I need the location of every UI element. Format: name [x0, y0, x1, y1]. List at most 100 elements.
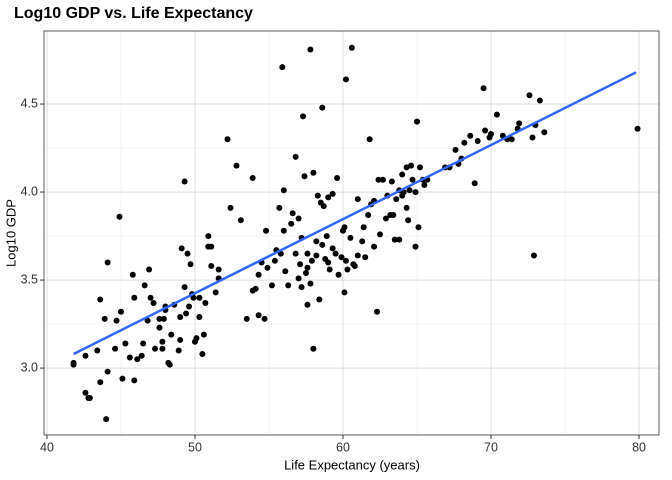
point	[152, 345, 159, 352]
point	[187, 261, 194, 268]
point	[329, 190, 336, 197]
point	[295, 275, 302, 282]
point	[304, 264, 311, 271]
point	[138, 352, 145, 359]
point	[94, 347, 101, 354]
point	[393, 196, 400, 203]
point	[177, 336, 184, 343]
point	[86, 395, 93, 402]
point	[344, 266, 351, 273]
point	[243, 315, 250, 322]
point	[390, 211, 397, 218]
point	[122, 340, 129, 347]
point	[313, 252, 320, 259]
point	[261, 315, 268, 322]
point	[329, 245, 336, 252]
point	[493, 111, 500, 118]
point	[341, 289, 348, 296]
point	[482, 127, 489, 134]
point	[461, 139, 468, 146]
point	[375, 176, 382, 183]
point	[382, 215, 389, 222]
y-tick-label: 4.5	[21, 96, 38, 110]
point	[354, 196, 361, 203]
point	[82, 352, 89, 359]
point	[119, 375, 126, 382]
point	[116, 213, 123, 220]
point	[365, 211, 372, 218]
point	[313, 238, 320, 245]
point	[307, 46, 314, 53]
point	[113, 317, 120, 324]
point	[319, 241, 326, 248]
point	[141, 282, 148, 289]
point	[471, 180, 478, 187]
point	[388, 178, 395, 185]
point	[255, 271, 262, 278]
point	[310, 345, 317, 352]
point	[360, 224, 367, 231]
point	[181, 284, 188, 291]
point	[104, 259, 111, 266]
point	[526, 92, 533, 99]
plot-panel-border	[43, 30, 660, 436]
point	[288, 220, 295, 227]
point	[252, 285, 259, 292]
point	[307, 280, 314, 287]
point	[159, 338, 166, 345]
point	[308, 257, 315, 264]
point	[467, 132, 474, 139]
point	[112, 345, 119, 352]
point	[301, 173, 308, 180]
point	[82, 389, 89, 396]
point	[412, 243, 419, 250]
point	[212, 289, 219, 296]
point	[208, 243, 215, 250]
point	[285, 282, 292, 289]
y-tick-label: 3.5	[21, 272, 38, 286]
point	[405, 217, 412, 224]
point	[342, 76, 349, 83]
point	[104, 368, 111, 375]
point	[530, 252, 537, 259]
point	[147, 294, 154, 301]
point	[304, 250, 311, 257]
point	[474, 138, 481, 145]
point	[227, 204, 234, 211]
point	[359, 238, 366, 245]
point	[70, 361, 77, 368]
point	[131, 377, 138, 384]
point	[408, 162, 415, 169]
point	[184, 250, 191, 257]
point	[516, 120, 523, 127]
point	[126, 354, 133, 361]
point	[186, 303, 193, 310]
point	[406, 187, 413, 194]
point	[193, 335, 200, 342]
point	[255, 312, 262, 319]
chart-title: Log10 GDP vs. Life Expectancy	[14, 5, 253, 22]
point	[175, 347, 182, 354]
x-tick-label: 80	[632, 440, 646, 454]
point	[634, 125, 641, 132]
point	[334, 174, 341, 181]
point	[134, 356, 141, 363]
point	[342, 257, 349, 264]
point	[488, 130, 495, 137]
point	[412, 189, 419, 196]
trend-line	[73, 71, 637, 356]
x-tick-label: 50	[188, 440, 202, 454]
x-tick-label: 40	[40, 440, 54, 454]
point	[156, 315, 163, 322]
point	[297, 261, 304, 268]
point	[159, 345, 166, 352]
point	[183, 310, 190, 317]
point	[264, 264, 271, 271]
point	[208, 263, 215, 270]
point	[215, 266, 222, 273]
point	[150, 299, 157, 306]
point	[314, 192, 321, 199]
point	[326, 266, 333, 273]
point	[335, 271, 342, 278]
